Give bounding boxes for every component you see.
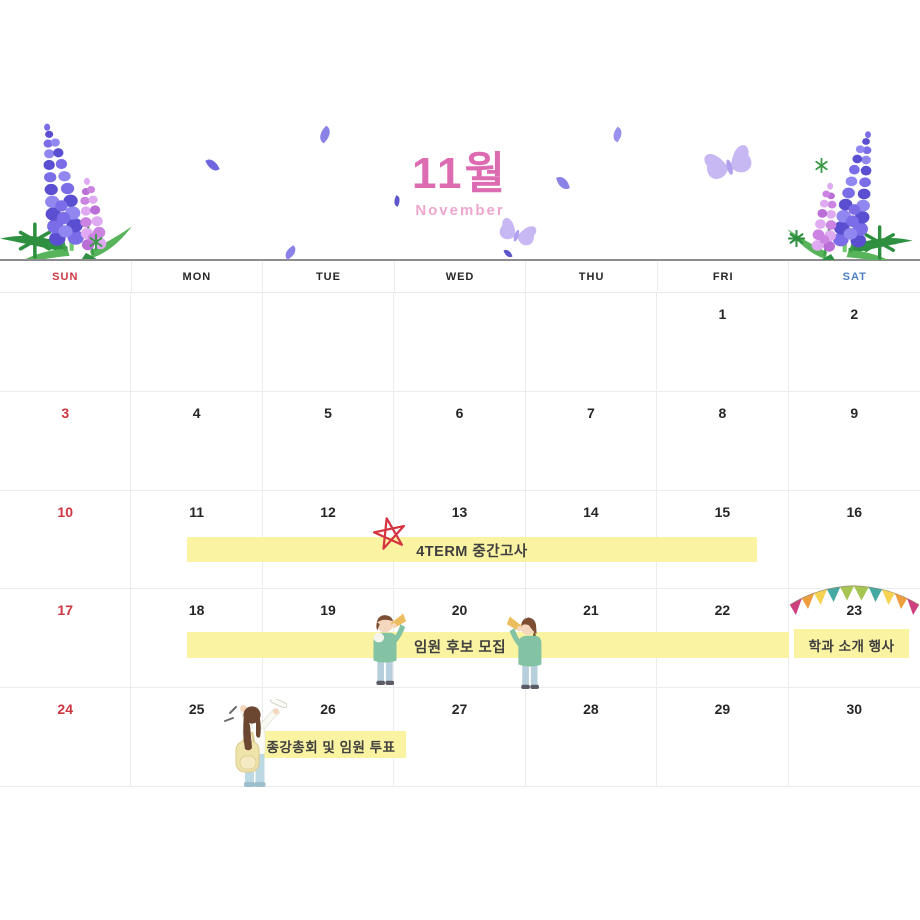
lupine-flowers-illustration xyxy=(0,123,132,259)
weekday-fri: FRI xyxy=(657,261,790,293)
weekday-wed: WED xyxy=(394,261,527,293)
date-cell xyxy=(131,293,263,392)
green-leaf-sparkle-icon xyxy=(89,234,103,250)
person-with-megaphone-illustration xyxy=(373,613,407,686)
green-leaf-sparkle-icon xyxy=(788,230,805,247)
date-cell: 2 xyxy=(788,293,920,392)
leaf xyxy=(90,226,132,258)
blue-lupine-spike xyxy=(43,123,84,246)
person-with-megaphone-illustration xyxy=(506,616,542,690)
date-number: 6 xyxy=(455,404,464,421)
red-star-doodle-icon xyxy=(373,517,405,550)
calendar-grid: SUN MON TUE WED THU FRI SAT 1 2 3 4 5 6 … xyxy=(0,259,920,787)
date-cell: 28 xyxy=(525,688,658,787)
leaf xyxy=(25,248,70,259)
weekday-sun: SUN xyxy=(0,261,132,293)
date-number: 24 xyxy=(57,701,73,718)
date-number: 8 xyxy=(718,404,727,421)
pink-lupine-spike xyxy=(80,177,107,251)
event-highlight-recruitment xyxy=(187,632,789,658)
date-number: 27 xyxy=(451,701,468,718)
purple-butterfly-icon xyxy=(704,145,752,179)
date-number: 7 xyxy=(587,404,595,421)
weekday-tue: TUE xyxy=(263,261,395,293)
falling-petal-icon xyxy=(282,245,299,260)
date-cell: 7 xyxy=(525,391,658,491)
date-number: 25 xyxy=(188,701,205,718)
date-number: 5 xyxy=(324,404,332,421)
date-cell: 17 xyxy=(0,589,132,689)
event-label-assembly-vote: 종강총회 및 임원 투표 xyxy=(266,740,396,755)
leaf xyxy=(81,252,97,259)
event-highlight-assembly-vote xyxy=(256,731,406,758)
date-number: 22 xyxy=(714,602,731,619)
date-number: 3 xyxy=(61,404,70,421)
date-number: 19 xyxy=(320,602,336,619)
date-cell: 8 xyxy=(657,391,789,491)
date-number: 18 xyxy=(188,602,205,619)
weekday-header-row: SUN MON TUE WED THU FRI SAT xyxy=(0,261,920,293)
date-cell: 9 xyxy=(788,392,920,491)
date-cell: 16 xyxy=(788,491,920,590)
calendar-title-block: 11월 November xyxy=(0,149,920,220)
date-cell: 6 xyxy=(394,391,526,491)
date-number: 10 xyxy=(57,503,73,520)
date-cell: 5 xyxy=(262,391,395,491)
green-leaf-sparkle-icon xyxy=(815,158,828,173)
date-number: 1 xyxy=(718,306,727,322)
weekday-sat: SAT xyxy=(789,261,920,293)
weekday-thu: THU xyxy=(526,261,658,293)
event-label-department-event: 학과 소개 행사 xyxy=(808,639,895,654)
date-cell: 3 xyxy=(0,391,132,491)
date-cell xyxy=(262,293,395,392)
date-cell: 10 xyxy=(0,490,132,590)
party-bunting-icon xyxy=(789,585,920,615)
date-number: 9 xyxy=(850,404,859,421)
event-highlight-midterm xyxy=(187,537,757,562)
date-number: 14 xyxy=(583,503,599,520)
date-number: 26 xyxy=(320,701,336,718)
event-label-recruitment: 임원 후보 모집 xyxy=(413,640,507,656)
date-number: 21 xyxy=(583,602,599,619)
month-title: 11월 xyxy=(412,149,508,198)
date-number: 2 xyxy=(850,306,859,322)
date-number: 29 xyxy=(714,701,731,718)
date-number: 20 xyxy=(451,602,468,619)
date-cell: 30 xyxy=(788,688,920,787)
event-label-midterm: 4TERM 중간고사 xyxy=(416,544,528,560)
month-subtitle: November xyxy=(415,202,505,220)
date-number: 15 xyxy=(714,503,731,520)
date-number: 12 xyxy=(320,503,336,520)
date-cell: 4 xyxy=(131,391,263,491)
palmate-leaf xyxy=(16,222,53,259)
date-cell xyxy=(525,293,658,392)
date-number: 28 xyxy=(583,701,599,718)
falling-petal-icon xyxy=(316,125,334,144)
date-cell xyxy=(0,293,132,392)
date-number: 16 xyxy=(846,503,863,520)
date-number: 30 xyxy=(846,701,863,718)
date-cell: 29 xyxy=(657,688,789,787)
date-cell: 24 xyxy=(0,688,132,787)
date-number: 17 xyxy=(57,602,73,619)
date-number: 23 xyxy=(846,602,863,619)
date-grid: 1 2 3 4 5 6 7 8 9 10 11 12 13 14 15 16 1… xyxy=(0,293,920,787)
date-number: 13 xyxy=(451,503,468,520)
purple-butterfly-icon xyxy=(499,218,537,246)
date-number: 11 xyxy=(189,503,205,520)
event-highlight-department-event xyxy=(794,629,909,658)
cheering-person-illustration xyxy=(224,699,288,787)
date-cell: 15 xyxy=(657,490,789,590)
date-number: 4 xyxy=(192,404,201,421)
date-cell xyxy=(394,293,526,392)
falling-petal-icon xyxy=(610,126,625,143)
date-cell: 1 xyxy=(657,293,789,392)
weekday-mon: MON xyxy=(131,261,264,293)
date-cell: 27 xyxy=(394,688,526,787)
date-cell: 23 xyxy=(788,589,920,689)
